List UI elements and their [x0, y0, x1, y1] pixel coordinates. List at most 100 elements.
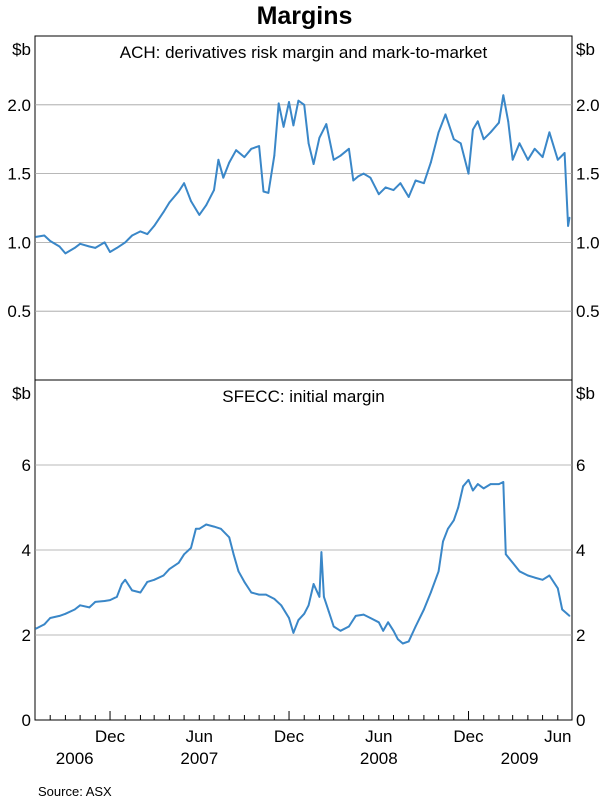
data-point	[437, 131, 440, 134]
data-point	[312, 163, 315, 165]
data-point	[489, 131, 492, 134]
data-point	[504, 553, 507, 556]
data-point	[162, 574, 165, 577]
y-unit-label-left: $b	[12, 40, 31, 59]
data-point	[567, 225, 569, 227]
data-point	[288, 101, 290, 103]
data-point	[444, 113, 447, 116]
data-point	[511, 158, 514, 161]
data-point	[265, 593, 267, 596]
data-point	[362, 172, 365, 175]
x-year-label: 2008	[360, 749, 398, 768]
data-point	[452, 519, 455, 522]
data-point	[467, 479, 470, 481]
data-point	[563, 152, 566, 154]
x-tick-label: Dec	[95, 727, 126, 746]
y-tick-label-right: 2	[576, 626, 585, 645]
data-point	[73, 247, 76, 249]
data-point	[437, 570, 440, 573]
data-point	[511, 561, 514, 564]
data-point	[195, 527, 197, 530]
data-point	[407, 640, 410, 643]
data-point	[280, 604, 283, 607]
panel-title: SFECC: initial margin	[222, 387, 385, 406]
data-point	[124, 241, 127, 244]
data-point	[79, 604, 81, 607]
data-point	[273, 598, 276, 600]
y-tick-label-left: 1.0	[7, 233, 31, 252]
data-point	[332, 625, 335, 628]
data-point	[377, 193, 380, 196]
data-point	[232, 553, 235, 556]
data-point	[131, 234, 134, 237]
data-point	[220, 527, 222, 530]
data-point	[153, 225, 156, 227]
data-point	[556, 587, 559, 590]
data-point	[277, 102, 280, 105]
data-point	[452, 138, 455, 141]
source-note: Source: ASX	[38, 784, 112, 799]
data-point	[476, 120, 479, 123]
data-point	[262, 190, 265, 193]
data-point	[64, 252, 67, 255]
data-point	[459, 142, 462, 145]
x-tick-label: Dec	[274, 727, 305, 746]
data-point	[442, 540, 444, 543]
data-point	[237, 570, 240, 573]
data-point	[307, 604, 310, 607]
x-tick-label: Jun	[544, 727, 571, 746]
data-point	[352, 179, 355, 182]
data-point	[258, 593, 260, 596]
data-point	[489, 483, 492, 485]
data-point	[116, 247, 118, 249]
y-unit-label-right: $b	[576, 40, 595, 59]
y-tick-label-right: 4	[576, 541, 585, 560]
data-point	[498, 121, 500, 124]
data-point	[213, 525, 215, 528]
data-point	[414, 179, 417, 182]
data-point	[556, 158, 559, 161]
data-point	[139, 591, 142, 594]
data-point	[568, 216, 571, 219]
data-point	[357, 175, 360, 178]
y-unit-label-left: $b	[12, 384, 31, 403]
data-point	[533, 576, 536, 579]
data-point	[217, 158, 220, 161]
data-point	[243, 156, 246, 159]
data-point	[482, 487, 485, 490]
data-point	[369, 176, 372, 179]
data-point	[472, 128, 474, 131]
x-tick-label: Jun	[365, 727, 392, 746]
data-point	[318, 136, 321, 139]
data-point	[323, 595, 325, 598]
data-point	[177, 561, 180, 564]
data-point	[73, 608, 76, 611]
data-point	[312, 583, 315, 585]
data-point	[482, 138, 485, 141]
x-year-label: 2009	[501, 749, 539, 768]
data-point	[228, 161, 231, 164]
data-point	[250, 591, 253, 594]
data-point	[362, 613, 365, 616]
data-point	[429, 591, 432, 594]
y-tick-label-right: 0.5	[576, 302, 600, 321]
data-point	[325, 123, 328, 125]
y-tick-label-left: 2.0	[7, 96, 31, 115]
data-point	[518, 570, 521, 573]
data-point	[146, 581, 149, 583]
data-point	[401, 642, 404, 645]
data-point	[527, 158, 529, 161]
data-point	[568, 615, 571, 617]
data-point	[297, 99, 300, 102]
data-point	[457, 506, 460, 509]
data-point	[58, 615, 61, 617]
data-point	[116, 595, 118, 598]
data-point	[462, 485, 464, 488]
data-point	[429, 161, 432, 164]
data-point	[198, 527, 201, 530]
data-point	[282, 125, 285, 128]
data-point	[94, 247, 97, 249]
data-point	[120, 583, 123, 585]
data-point	[318, 595, 321, 598]
data-point	[35, 236, 37, 238]
